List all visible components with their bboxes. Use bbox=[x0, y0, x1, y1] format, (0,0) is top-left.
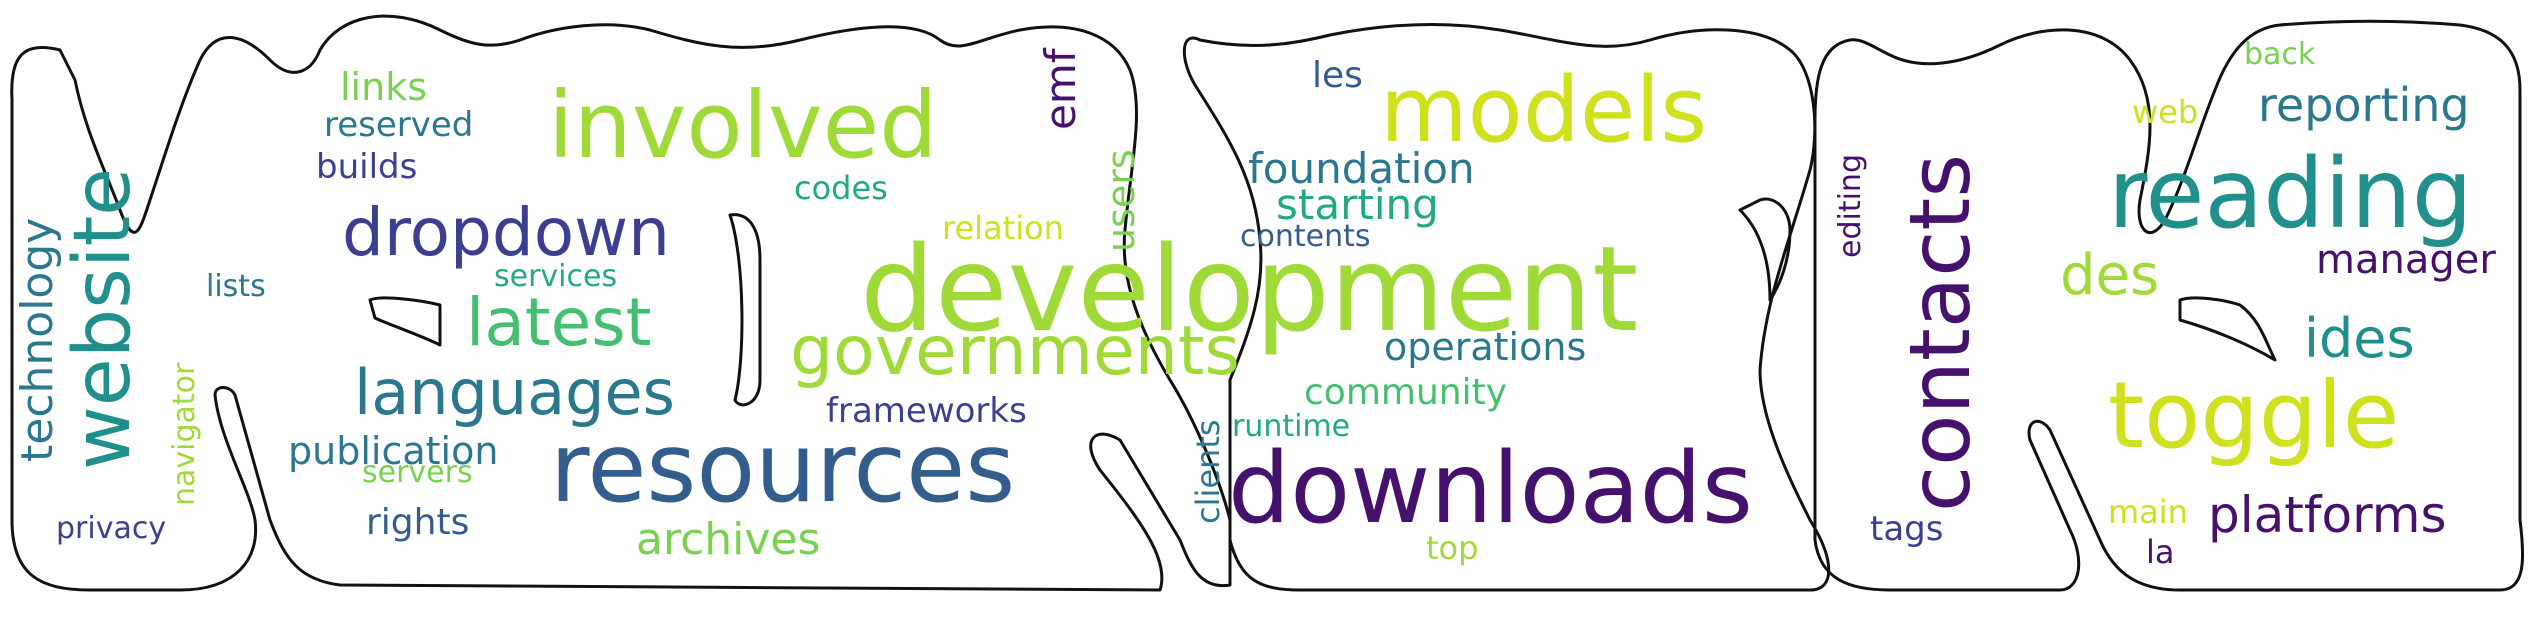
word-latest: latest bbox=[466, 284, 652, 361]
word-des: des bbox=[2060, 243, 2160, 308]
outline-hook-1 bbox=[368, 296, 442, 347]
word-codes: codes bbox=[794, 169, 888, 207]
word-frameworks: frameworks bbox=[826, 391, 1027, 431]
word-downloads: downloads bbox=[1228, 432, 1753, 546]
word-les: les bbox=[1312, 55, 1363, 96]
word-emf: emf bbox=[1036, 48, 1085, 130]
word-foundation: foundation bbox=[1248, 144, 1475, 193]
word-ides: ides bbox=[2304, 307, 2415, 370]
word-languages: languages bbox=[354, 356, 675, 429]
word-links: links bbox=[340, 65, 428, 109]
word-technology: technology bbox=[12, 217, 63, 462]
word-relation: relation bbox=[942, 209, 1064, 247]
word-lists: lists bbox=[206, 269, 266, 304]
word-web: web bbox=[2132, 93, 2199, 131]
word-reading: reading bbox=[2108, 138, 2473, 250]
word-clients: clients bbox=[1189, 419, 1227, 524]
word-dropdown: dropdown bbox=[342, 194, 670, 271]
word-toggle: toggle bbox=[2108, 362, 2400, 469]
word-builds: builds bbox=[316, 147, 418, 187]
word-models: models bbox=[1380, 58, 1708, 163]
word-editing: editing bbox=[1833, 154, 1868, 258]
word-back: back bbox=[2244, 37, 2316, 72]
word-navigator: navigator bbox=[167, 362, 202, 506]
outline-hook-4 bbox=[2178, 296, 2277, 362]
word-contacts: contacts bbox=[1891, 153, 1989, 512]
word-operations: operations bbox=[1384, 325, 1587, 369]
word-platforms: platforms bbox=[2208, 486, 2447, 544]
word-resources: resources bbox=[550, 412, 1016, 524]
word-development: development bbox=[860, 220, 1639, 358]
word-top: top bbox=[1426, 529, 1479, 567]
word-contents: contents bbox=[1240, 219, 1371, 254]
word-archives: archives bbox=[636, 514, 821, 565]
outline-hook-2 bbox=[728, 213, 762, 407]
word-involved: involved bbox=[548, 72, 938, 179]
word-la: la bbox=[2146, 533, 2175, 571]
word-tags: tags bbox=[1870, 509, 1944, 549]
word-starting: starting bbox=[1276, 180, 1439, 229]
word-publication: publication bbox=[288, 429, 499, 473]
outline-right-blob bbox=[1813, 19, 2525, 592]
word-services: services bbox=[494, 259, 618, 294]
word-reserved: reserved bbox=[324, 105, 474, 145]
word-privacy: privacy bbox=[56, 511, 167, 546]
word-manager: manager bbox=[2316, 237, 2496, 283]
outline-middle-blob bbox=[1182, 23, 1831, 592]
outline-left-blob bbox=[10, 14, 1232, 592]
word-main: main bbox=[2108, 493, 2188, 531]
word-website: website bbox=[58, 167, 148, 470]
word-community: community bbox=[1304, 372, 1508, 413]
outline-hook-3 bbox=[1738, 197, 1792, 302]
word-rights: rights bbox=[366, 502, 470, 543]
word-runtime: runtime bbox=[1232, 409, 1351, 444]
word-governments: governments bbox=[790, 312, 1240, 391]
word-reporting: reporting bbox=[2258, 78, 2470, 132]
word-servers: servers bbox=[362, 455, 473, 490]
